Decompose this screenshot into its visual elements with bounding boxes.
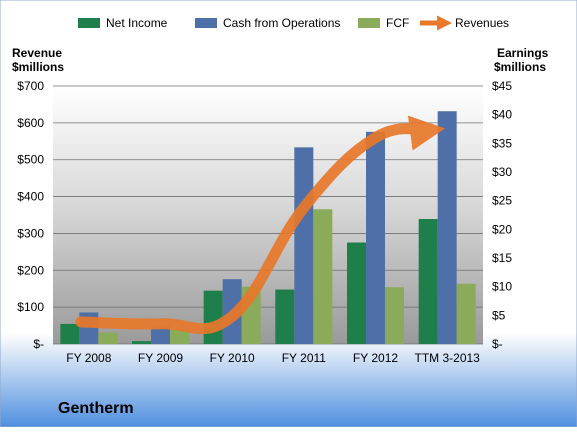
company-name: Gentherm (58, 400, 134, 417)
x-axis-tick-label: FY 2010 (210, 351, 255, 365)
left-axis-tick-label: $200 (17, 263, 44, 277)
left-axis-tick-label: $500 (17, 153, 44, 167)
right-axis-tick-label: $20 (492, 222, 512, 236)
bar-fcf (313, 209, 333, 344)
right-axis-tick-label: $25 (492, 194, 512, 208)
legend-swatch-cash-from-operations (195, 18, 217, 28)
right-axis-tick-label: $5 (492, 308, 506, 322)
legend-label-fcf: FCF (386, 16, 409, 30)
x-axis-tick-label: TTM 3-2013 (414, 351, 480, 365)
left-axis-ticks: $- $100 $200 $300 $400 $500 $600 $700 (17, 79, 44, 351)
bar-cash-from-operations (366, 131, 385, 344)
legend-item-net-income: Net Income (78, 16, 168, 30)
legend-swatch-net-income (78, 18, 100, 28)
bar-net-income (132, 341, 151, 344)
legend-item-fcf: FCF (358, 16, 409, 30)
right-axis-tick-label: $30 (492, 165, 512, 179)
x-axis-tick-label: FY 2012 (353, 351, 398, 365)
legend: Net Income Cash from Operations FCF Reve… (78, 15, 509, 31)
right-axis-tick-label: $10 (492, 280, 512, 294)
legend-label-revenues: Revenues (455, 16, 509, 30)
x-axis-tick-label: FY 2008 (66, 351, 111, 365)
x-axis-tick-label: FY 2009 (138, 351, 183, 365)
legend-label-cash-from-operations: Cash from Operations (223, 16, 340, 30)
x-axis-ticks: FY 2008 FY 2009 FY 2010 FY 2011 FY 2012 TTM 3… (66, 351, 480, 365)
left-axis-tick-label: $700 (17, 79, 44, 93)
bar-net-income (418, 219, 438, 344)
bar-net-income (203, 290, 223, 344)
bar-cash-from-operations (294, 147, 314, 344)
right-axis-tick-label: $15 (492, 251, 512, 265)
right-axis-label-line2: $millions (494, 60, 546, 74)
left-axis-tick-label: $400 (17, 190, 44, 204)
legend-swatch-fcf (358, 18, 380, 28)
left-axis-label-line2: $millions (12, 60, 64, 74)
right-axis-tick-label: $35 (492, 136, 512, 150)
bar-net-income (275, 289, 295, 344)
legend-item-revenues: Revenues (420, 15, 509, 31)
right-axis-ticks: $- $5 $10 $15 $20 $25 $30 $35 $40 $45 (492, 79, 512, 351)
bar-fcf (456, 283, 476, 344)
bar-fcf (385, 287, 404, 344)
x-axis-tick-label: FY 2011 (282, 351, 327, 365)
left-axis-tick-label: $100 (17, 300, 44, 314)
bar-net-income (60, 323, 80, 344)
right-axis-tick-label: $- (492, 337, 503, 351)
revenue-line-path (75, 115, 446, 335)
right-axis-tick-label: $40 (492, 108, 512, 122)
legend-item-cash-from-operations: Cash from Operations (195, 16, 340, 30)
revenue-line (75, 115, 446, 335)
bar-fcf (98, 332, 118, 344)
left-axis-tick-label: $- (33, 337, 44, 351)
bar-net-income (347, 242, 366, 344)
bar-cash-from-operations (437, 111, 457, 344)
bar-cash-from-operations (151, 326, 170, 344)
legend-label-net-income: Net Income (106, 16, 168, 30)
left-axis-tick-label: $600 (17, 116, 44, 130)
left-axis-label-line1: Revenue (12, 46, 62, 60)
right-axis-tick-label: $45 (492, 79, 512, 93)
left-axis-tick-label: $300 (17, 226, 44, 240)
right-axis-label-line1: Earnings (497, 46, 549, 60)
bar-fcf (170, 329, 189, 344)
